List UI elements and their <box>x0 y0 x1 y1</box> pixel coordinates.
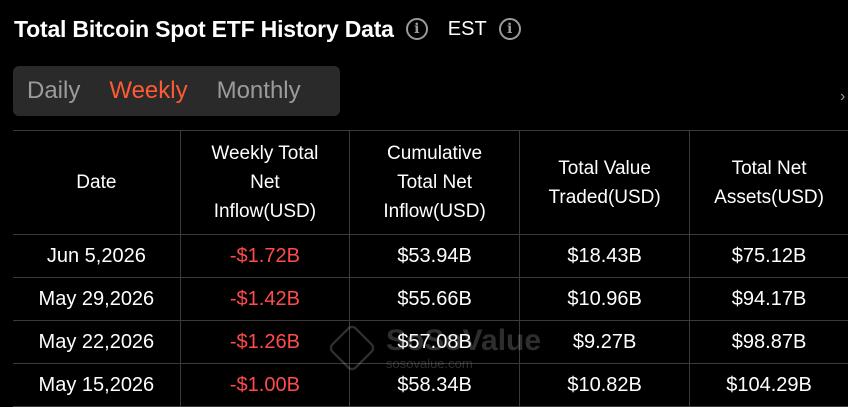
cell-total-value-traded: $10.96B <box>519 277 691 321</box>
column-header-total-net-assets[interactable]: Total Net Assets(USD) <box>689 130 848 235</box>
cell-date: Jun 5,2026 <box>13 234 181 278</box>
tab-weekly[interactable]: Weekly <box>109 77 188 104</box>
column-header-date[interactable]: Date <box>13 130 181 235</box>
info-icon[interactable]: i <box>405 18 428 40</box>
cell-total-net-assets: $75.12B <box>689 234 848 278</box>
cell-date: May 29,2026 <box>13 277 181 321</box>
period-tabs: Daily Weekly Monthly <box>13 66 340 116</box>
scroll-right-icon[interactable]: › <box>840 88 846 105</box>
cell-total-value-traded: $18.43B <box>519 234 691 278</box>
page-header: Total Bitcoin Spot ETF History Data i ES… <box>14 12 521 46</box>
cell-total-net-assets: $104.29B <box>689 363 848 407</box>
column-header-label: Total Value Traded(USD) <box>548 157 661 208</box>
page-title: Total Bitcoin Spot ETF History Data <box>14 15 394 42</box>
cell-total-value-traded: $9.27B <box>519 320 691 364</box>
column-header-label: Total Net Assets(USD) <box>714 157 824 208</box>
cell-total-net-assets: $94.17B <box>689 277 848 321</box>
cell-total-net-assets: $98.87B <box>689 320 848 364</box>
column-header-weekly-net-inflow[interactable]: Weekly Total Net Inflow(USD) <box>179 130 351 235</box>
timezone-info-icon[interactable]: i <box>498 18 521 40</box>
column-header-cumulative-net-inflow[interactable]: Cumulative Total Net Inflow(USD) <box>349 130 521 235</box>
cell-cumulative-net-inflow: $53.94B <box>349 234 521 278</box>
cell-date: May 22,2026 <box>13 320 181 364</box>
cell-date: May 15,2026 <box>13 363 181 407</box>
cell-weekly-net-inflow: -$1.26B <box>179 320 351 364</box>
tab-daily[interactable]: Daily <box>27 77 81 104</box>
etf-history-table: Date Weekly Total Net Inflow(USD) Cumula… <box>13 130 848 407</box>
cell-weekly-net-inflow: -$1.42B <box>179 277 351 321</box>
column-header-label: Cumulative Total Net Inflow(USD) <box>383 143 486 222</box>
table-row: May 15,2026 -$1.00B $58.34B $10.82B $104… <box>13 363 848 407</box>
cell-weekly-net-inflow: -$1.72B <box>179 234 351 278</box>
table-row: May 22,2026 -$1.26B $57.08B $9.27B $98.8… <box>13 320 848 364</box>
table-row: Jun 5,2026 -$1.72B $53.94B $18.43B $75.1… <box>13 234 848 278</box>
cell-cumulative-net-inflow: $55.66B <box>349 277 521 321</box>
timezone-label: EST <box>447 17 487 40</box>
cell-cumulative-net-inflow: $58.34B <box>349 363 521 407</box>
table-header-row: Date Weekly Total Net Inflow(USD) Cumula… <box>13 130 848 235</box>
cell-weekly-net-inflow: -$1.00B <box>179 363 351 407</box>
tab-monthly[interactable]: Monthly <box>216 77 301 104</box>
column-header-total-value-traded[interactable]: Total Value Traded(USD) <box>519 130 691 235</box>
cell-total-value-traded: $10.82B <box>519 363 691 407</box>
cell-cumulative-net-inflow: $57.08B <box>349 320 521 364</box>
column-header-label: Weekly Total Net Inflow(USD) <box>211 143 319 222</box>
table-row: May 29,2026 -$1.42B $55.66B $10.96B $94.… <box>13 277 848 321</box>
